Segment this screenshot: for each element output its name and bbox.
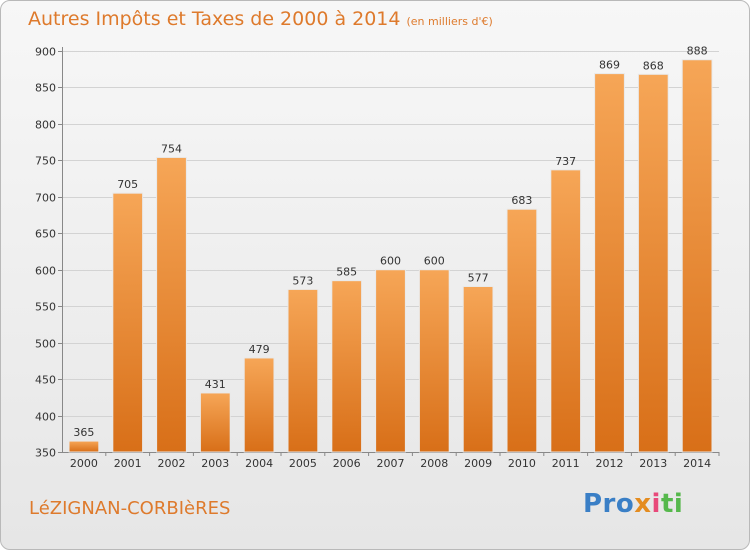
x-tick-label-2013: 2013	[639, 457, 667, 470]
data-label-2011: 737	[555, 155, 576, 168]
bar-2013	[637, 73, 669, 453]
bar-2009	[462, 285, 494, 453]
x-tick-label-2001: 2001	[114, 457, 142, 470]
bar-2008	[418, 269, 450, 453]
data-label-2002: 754	[161, 142, 182, 155]
y-tick-label: 850	[35, 82, 56, 95]
x-tick-label-2010: 2010	[508, 457, 536, 470]
data-label-2005: 573	[292, 274, 313, 287]
bar-2006	[331, 280, 363, 453]
commune-name: LéZIGNAN-CORBIèRES	[29, 498, 231, 519]
x-tick-label-2012: 2012	[596, 457, 624, 470]
data-label-2003: 431	[205, 378, 226, 391]
x-tick-label-2004: 2004	[245, 457, 273, 470]
data-labels: 365 705 754 431 479 573 585 600 600 577 683 737 869 8…	[73, 45, 707, 439]
data-label-2004: 479	[249, 343, 270, 356]
x-tick-label-2011: 2011	[552, 457, 580, 470]
bar-2014	[681, 59, 713, 453]
y-tick-label: 700	[35, 192, 56, 205]
bar-2003	[199, 392, 231, 453]
y-tick-label: 500	[35, 338, 56, 351]
bar-2000	[68, 440, 100, 453]
bar-2012	[594, 73, 625, 453]
y-tick-label: 350	[35, 447, 56, 460]
y-tick-label: 750	[35, 155, 56, 168]
data-label-2012: 869	[599, 59, 620, 72]
x-tick-label-2009: 2009	[464, 457, 492, 470]
logo-part-1: Pro	[583, 489, 635, 519]
y-tick-label: 650	[35, 228, 56, 241]
bar-2010	[506, 208, 538, 453]
y-tick-label: 800	[35, 119, 56, 132]
x-tick-label-2008: 2008	[420, 457, 448, 470]
bar-2001	[112, 192, 144, 453]
y-tick-label: 550	[35, 301, 56, 314]
y-tick-label: 600	[35, 265, 56, 278]
y-tick-label: 900	[35, 46, 56, 59]
data-label-2000: 365	[73, 426, 94, 439]
bar-2002	[156, 156, 187, 453]
data-label-2014: 888	[687, 45, 708, 58]
x-tick-label-2006: 2006	[333, 457, 361, 470]
x-tick-label-2002: 2002	[158, 457, 186, 470]
data-label-2008: 600	[424, 255, 445, 268]
logo-part-4: ti	[660, 489, 684, 519]
chart-title: Autres Impôts et Taxes de 2000 à 2014 (en…	[28, 8, 493, 30]
data-label-2010: 683	[511, 194, 532, 207]
data-label-2006: 585	[336, 266, 357, 279]
chart-title-text: Autres Impôts et Taxes de 2000 à 2014	[28, 8, 401, 30]
x-tick-label-2014: 2014	[683, 457, 711, 470]
x-tick-label-2000: 2000	[70, 457, 98, 470]
axes: 350 400 450 500 550 600 650 700 750 800 850 900 2000…	[35, 46, 720, 470]
data-label-2009: 577	[468, 271, 489, 284]
chart-unit: (en milliers d'€)	[406, 15, 493, 28]
x-tick-label-2005: 2005	[289, 457, 317, 470]
x-tick-label-2007: 2007	[377, 457, 405, 470]
bar-2011	[550, 169, 582, 453]
logo-part-2: x	[634, 489, 652, 519]
logo-part-3: i	[651, 489, 661, 519]
y-tick-label: 400	[35, 411, 56, 424]
data-label-2013: 868	[643, 59, 664, 72]
y-tick-label: 450	[35, 374, 56, 387]
bars	[68, 59, 713, 453]
bar-2004	[243, 357, 275, 453]
data-label-2007: 600	[380, 255, 401, 268]
x-tick-label-2003: 2003	[201, 457, 229, 470]
data-label-2001: 705	[117, 178, 138, 191]
bar-2005	[287, 288, 319, 453]
bar-2007	[375, 269, 406, 453]
proxiti-logo[interactable]: Proxiti	[583, 489, 683, 519]
